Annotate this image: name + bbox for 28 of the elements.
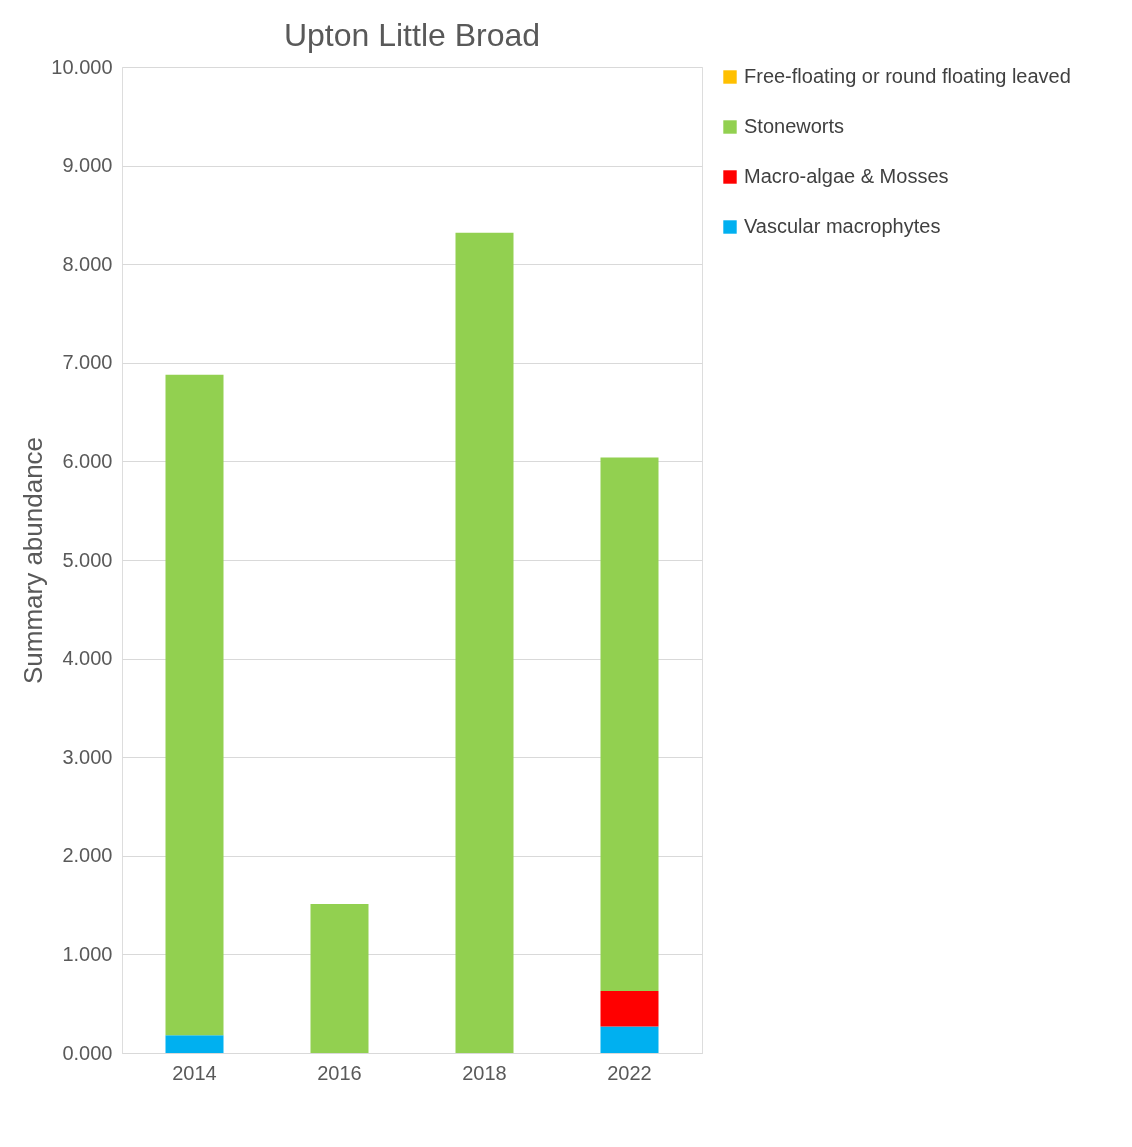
x-tick-label: 2022	[607, 1061, 652, 1084]
y-axis-title: Summary abundance	[18, 436, 49, 685]
y-tick-label: 5.000	[62, 548, 113, 571]
x-tick-label: 2018	[462, 1061, 507, 1084]
bar	[455, 232, 514, 1053]
y-tick-label: 2.000	[62, 844, 113, 867]
bar	[165, 374, 224, 1036]
bar	[310, 904, 369, 1053]
bar	[600, 990, 659, 1027]
y-tick-label: 7.000	[62, 351, 113, 374]
bar	[600, 457, 659, 991]
y-tick-label: 4.000	[62, 647, 113, 670]
y-tick-label: 0.000	[62, 1041, 113, 1064]
legend-label: Vascular macrophytes	[744, 215, 941, 237]
y-tick-label: 10.000	[51, 55, 113, 78]
y-tick-label: 3.000	[62, 745, 113, 768]
legend-label: Stoneworts	[744, 115, 845, 137]
y-tick-label: 8.000	[62, 252, 113, 275]
legend-label: Macro-algae & Mosses	[744, 165, 949, 187]
y-tick-label: 1.000	[62, 942, 113, 965]
legend-label: Free-floating or round floating leaved	[744, 65, 1071, 87]
y-tick-label: 6.000	[62, 449, 113, 472]
x-tick-label: 2016	[317, 1061, 362, 1084]
chart-title: Upton Little Broad	[283, 17, 541, 53]
bar	[600, 1026, 659, 1053]
bar	[165, 1035, 224, 1053]
y-tick-label: 9.000	[62, 154, 113, 177]
x-tick-label: 2014	[172, 1061, 217, 1084]
